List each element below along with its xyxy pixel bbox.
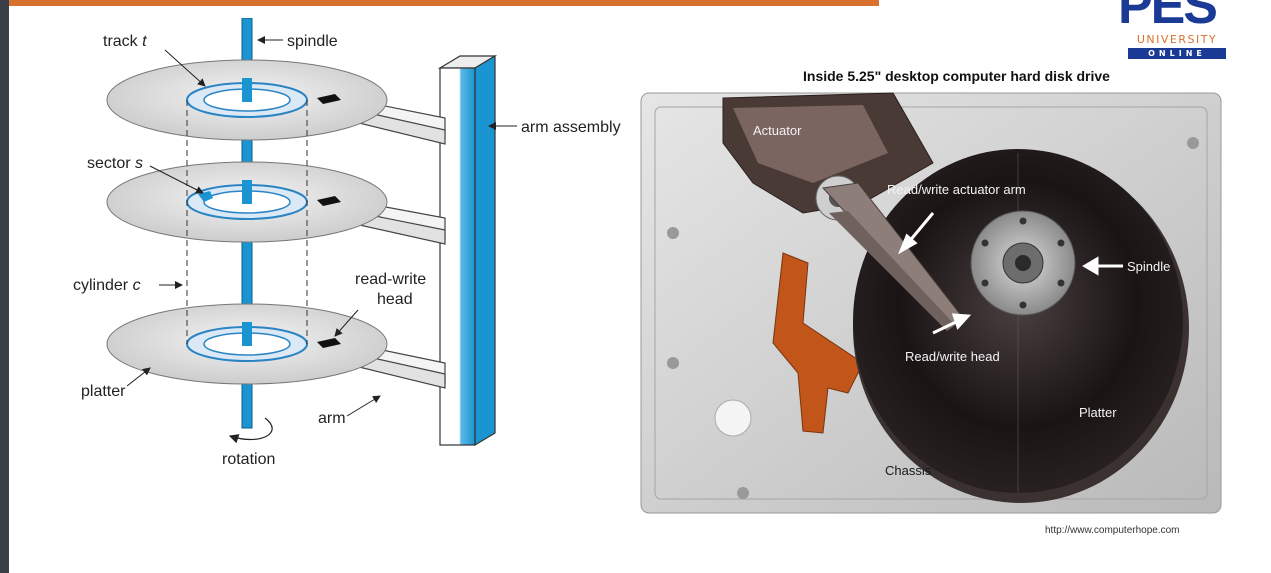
platter-middle <box>106 161 388 243</box>
read-write-head-label-line2: head <box>377 291 413 308</box>
flex-cable <box>772 252 864 434</box>
platter-photo-label: Platter <box>1079 405 1117 420</box>
university-logo: PES UNIVERSITY ONLINE <box>1116 0 1228 62</box>
sector-highlight <box>198 191 213 202</box>
platter-stack <box>853 149 1189 503</box>
arm-label: arm <box>318 410 346 427</box>
arm-assembly <box>437 54 498 447</box>
photo-arrows <box>898 212 1123 335</box>
platter-bottom <box>106 303 388 385</box>
spindle-photo-label: Spindle <box>1127 259 1170 274</box>
arm-assembly-label: arm assembly <box>521 119 621 136</box>
actuator <box>722 92 934 214</box>
header-rule <box>9 0 879 6</box>
spindle-label: spindle <box>287 33 338 50</box>
track-label: track t <box>103 33 147 50</box>
rotation-arrow <box>228 417 273 444</box>
chassis-photo-label: Chassis <box>885 463 932 478</box>
left-edge-bar <box>0 0 9 573</box>
photo-title: Inside 5.25" desktop computer hard disk … <box>803 68 1110 84</box>
actuator-label: Actuator <box>753 123 802 138</box>
platter-label: platter <box>81 383 126 400</box>
cylinder-outline <box>186 100 308 344</box>
logo-tag: ONLINE <box>1128 48 1226 59</box>
read-write-heads <box>317 94 341 348</box>
hard-disk-photo: Inside 5.25" desktop computer hard disk … <box>640 68 1222 536</box>
logo-subtitle: UNIVERSITY <box>1136 33 1218 46</box>
disk-structure-diagram: track t spindle arm assembly sector s cy… <box>73 18 621 468</box>
rotation-label: rotation <box>222 451 275 468</box>
actuator-arm-label: Read/write actuator arm <box>887 182 1026 197</box>
sector-label: sector s <box>87 155 143 172</box>
head-photo-label: Read/write head <box>905 349 1000 364</box>
actuator-arm <box>815 175 964 331</box>
platter-top <box>106 59 388 141</box>
cylinder-label: cylinder c <box>73 277 141 294</box>
photo-credit: http://www.computerhope.com <box>1045 525 1180 536</box>
logo-wordmark: PES <box>1117 0 1218 35</box>
leader-lines <box>126 36 517 417</box>
read-write-head-label-line1: read-write <box>355 271 426 288</box>
spindle-hub <box>970 210 1076 316</box>
